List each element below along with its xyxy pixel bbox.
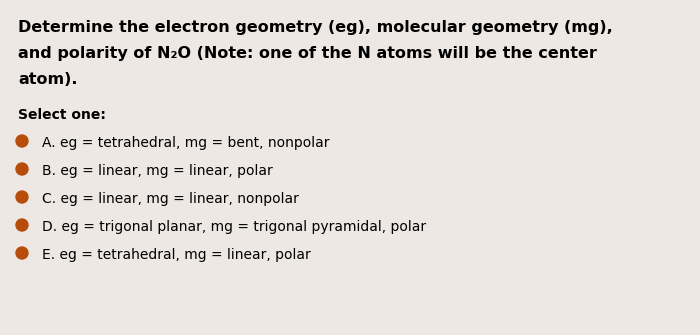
Text: Select one:: Select one:: [18, 108, 106, 122]
Circle shape: [16, 219, 28, 231]
Text: C. eg = linear, mg = linear, nonpolar: C. eg = linear, mg = linear, nonpolar: [42, 192, 299, 206]
Text: B. eg = linear, mg = linear, polar: B. eg = linear, mg = linear, polar: [42, 164, 273, 178]
Circle shape: [16, 191, 28, 203]
Text: and polarity of N₂O (Note: one of the N atoms will be the center: and polarity of N₂O (Note: one of the N …: [18, 46, 597, 61]
Text: Determine the electron geometry (eg), molecular geometry (mg),: Determine the electron geometry (eg), mo…: [18, 20, 612, 35]
Text: D. eg = trigonal planar, mg = trigonal pyramidal, polar: D. eg = trigonal planar, mg = trigonal p…: [42, 220, 426, 234]
Circle shape: [16, 247, 28, 259]
Text: E. eg = tetrahedral, mg = linear, polar: E. eg = tetrahedral, mg = linear, polar: [42, 248, 311, 262]
Text: atom).: atom).: [18, 72, 78, 87]
Circle shape: [16, 163, 28, 175]
Circle shape: [16, 135, 28, 147]
Text: A. eg = tetrahedral, mg = bent, nonpolar: A. eg = tetrahedral, mg = bent, nonpolar: [42, 136, 330, 150]
